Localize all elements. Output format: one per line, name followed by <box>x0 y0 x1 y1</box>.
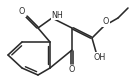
Text: O: O <box>19 7 25 16</box>
Text: O: O <box>103 17 109 26</box>
Text: OH: OH <box>94 52 106 62</box>
Text: NH: NH <box>51 10 63 20</box>
Text: O: O <box>69 66 75 75</box>
